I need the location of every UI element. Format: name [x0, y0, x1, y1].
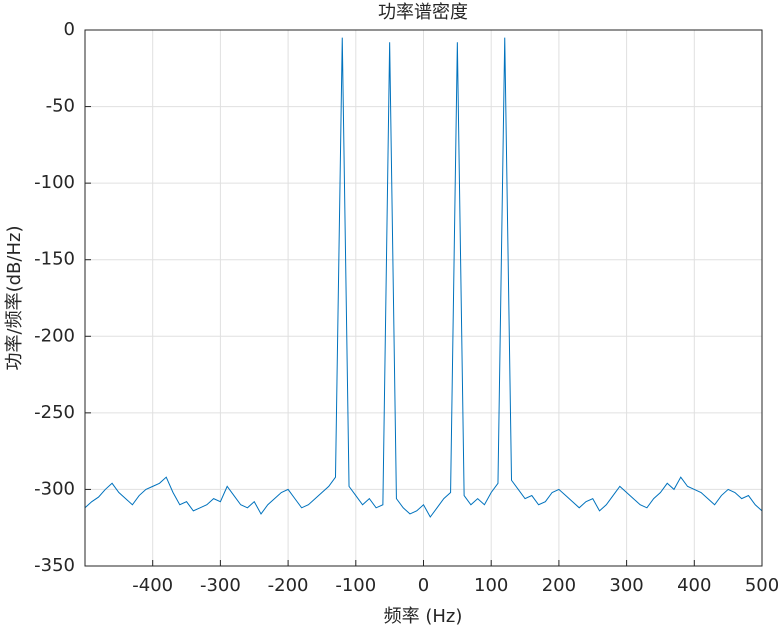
y-tick-label: -300 — [34, 478, 75, 499]
x-tick-label: 400 — [677, 575, 711, 596]
data-line — [84, 37, 763, 518]
x-tick-label: -100 — [335, 575, 376, 596]
y-axis-label: 功率/频率(dB/Hz) — [4, 226, 25, 371]
x-tick-label: 200 — [542, 575, 576, 596]
x-tick-label: 500 — [745, 575, 779, 596]
x-axis-label: 频率 (Hz) — [384, 606, 463, 627]
x-tick-label: -300 — [200, 575, 241, 596]
y-tick-label: -100 — [34, 172, 75, 193]
x-tick-label: -200 — [268, 575, 309, 596]
y-tick-label: -200 — [34, 325, 75, 346]
y-tick-label: -150 — [34, 249, 75, 270]
y-tick-label: -50 — [46, 96, 75, 117]
x-tick-label: 100 — [474, 575, 508, 596]
x-tick-label: 300 — [609, 575, 643, 596]
y-tick-label: 0 — [64, 19, 75, 40]
x-tick-label: -400 — [132, 575, 173, 596]
axes-box — [84, 29, 763, 567]
chart-title: 功率谱密度 — [378, 2, 468, 23]
y-tick-label: -250 — [34, 402, 75, 423]
x-tick-label: 0 — [418, 575, 429, 596]
y-tick-label: -350 — [34, 555, 75, 576]
